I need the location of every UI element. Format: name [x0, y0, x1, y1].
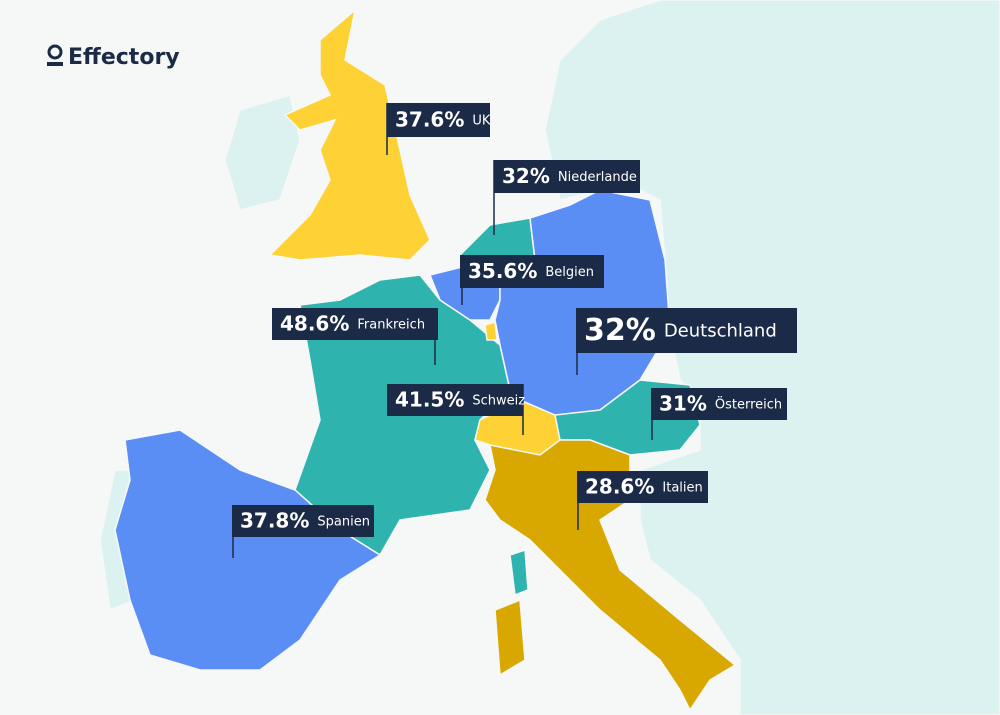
label-box — [494, 160, 640, 193]
spain — [114, 429, 382, 671]
corsica — [509, 548, 529, 597]
labels: 37.6% UK 32% Niederlande 35.6% Belgien 48.6% Fr… — [232, 103, 797, 558]
label-country: Niederlande — [558, 170, 637, 185]
label-value: 37.8% — [240, 509, 309, 533]
sardinia — [494, 598, 526, 677]
country-label: 37.6% UK — [386, 103, 491, 155]
label-country: Deutschland — [664, 321, 777, 342]
country-label: 35.6% Belgien — [460, 255, 604, 305]
label-box — [577, 471, 708, 503]
label-value: 41.5% — [395, 388, 464, 412]
label-value: 48.6% — [280, 312, 349, 336]
label-box — [651, 388, 787, 420]
country-label: 31% Österreich — [651, 388, 787, 440]
label-country: Österreich — [715, 396, 782, 413]
label-box — [272, 308, 438, 340]
country-label: 41.5% Schweiz — [387, 384, 525, 435]
country-label: 32% Deutschland — [576, 308, 797, 375]
label-country: Frankreich — [357, 318, 425, 333]
country-label: 28.6% Italien — [577, 471, 708, 530]
label-box — [576, 308, 797, 353]
country-label: 48.6% Frankreich — [272, 308, 438, 365]
ireland — [224, 94, 301, 211]
label-country: Spanien — [317, 515, 370, 530]
label-box — [460, 255, 604, 288]
country-label: 37.8% Spanien — [232, 505, 374, 558]
label-value: 31% — [659, 392, 707, 416]
label-country: UK — [472, 114, 491, 129]
label-country: Schweiz — [472, 394, 525, 409]
logo: Effectory — [47, 44, 180, 70]
brand-name: Effectory — [68, 45, 180, 70]
label-value: 35.6% — [468, 259, 537, 283]
label-country: Belgien — [545, 265, 594, 280]
label-box — [387, 103, 490, 137]
label-value: 28.6% — [585, 475, 654, 499]
label-value: 32% — [502, 164, 550, 188]
land — [99, 0, 1000, 715]
label-value: 37.6% — [395, 108, 464, 132]
label-country: Italien — [662, 481, 702, 496]
luxembourg — [484, 321, 498, 341]
country-label: 32% Niederlande — [493, 160, 640, 235]
label-box — [387, 384, 523, 416]
logo-icon — [47, 62, 63, 66]
italy — [484, 439, 737, 712]
label-value: 32% — [584, 313, 656, 348]
logo-icon — [47, 44, 63, 60]
label-box — [232, 505, 374, 537]
uk — [268, 8, 431, 261]
